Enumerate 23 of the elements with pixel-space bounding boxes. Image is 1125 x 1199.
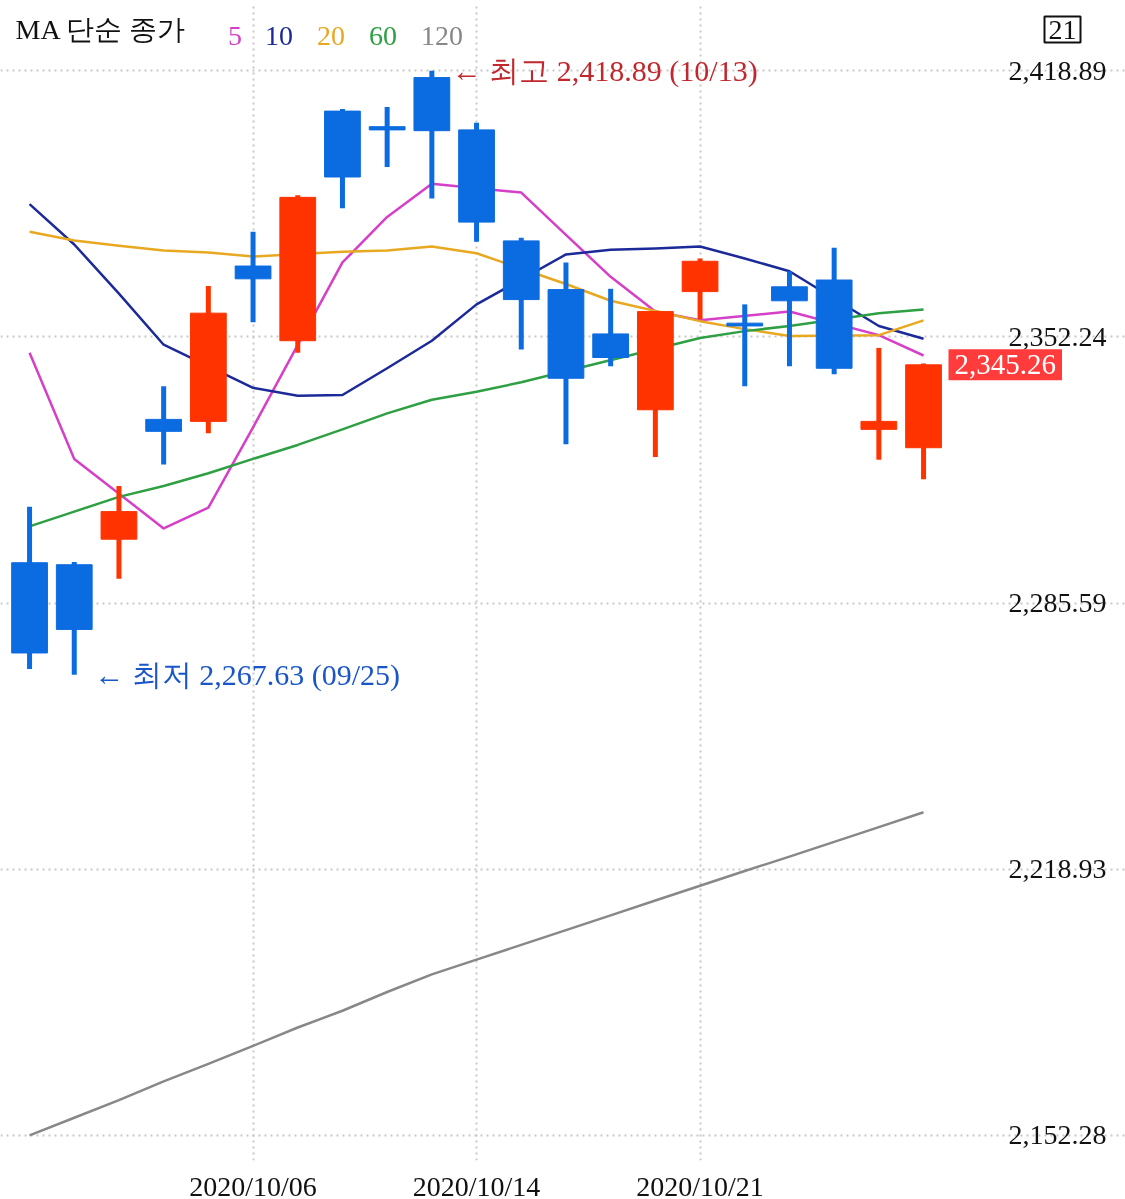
candlestick xyxy=(234,231,272,323)
annotation: ← 최저 2,267.63 (09/25) xyxy=(94,658,401,693)
candlestick xyxy=(860,347,898,460)
y-tick-label: 2,152.28 xyxy=(1008,1119,1107,1151)
y-tick-label: 2,418.89 xyxy=(1008,54,1107,86)
legend-title: MA 단순 종가 xyxy=(15,13,186,45)
y-tick-label: 2,218.93 xyxy=(1008,853,1107,885)
text: 21 xyxy=(1048,13,1077,45)
candlestick xyxy=(145,386,183,465)
candlestick xyxy=(726,304,764,387)
y-tick-label: 2,285.59 xyxy=(1008,587,1107,619)
candlestick xyxy=(771,271,808,367)
text: 10 xyxy=(264,19,293,51)
text: 20 xyxy=(316,19,345,51)
annotation: ← 최고 2,418.89 (10/13) xyxy=(451,54,758,89)
x-tick-label: 2020/10/06 xyxy=(189,1170,317,1199)
text: 60 xyxy=(368,19,397,51)
text: 120 xyxy=(420,19,463,51)
text: 5 xyxy=(227,19,242,51)
x-tick-label: 2020/10/21 xyxy=(636,1170,764,1199)
candlestick xyxy=(368,107,406,168)
line-series xyxy=(28,811,925,1137)
x-tick-label: 2020/10/14 xyxy=(412,1170,541,1199)
